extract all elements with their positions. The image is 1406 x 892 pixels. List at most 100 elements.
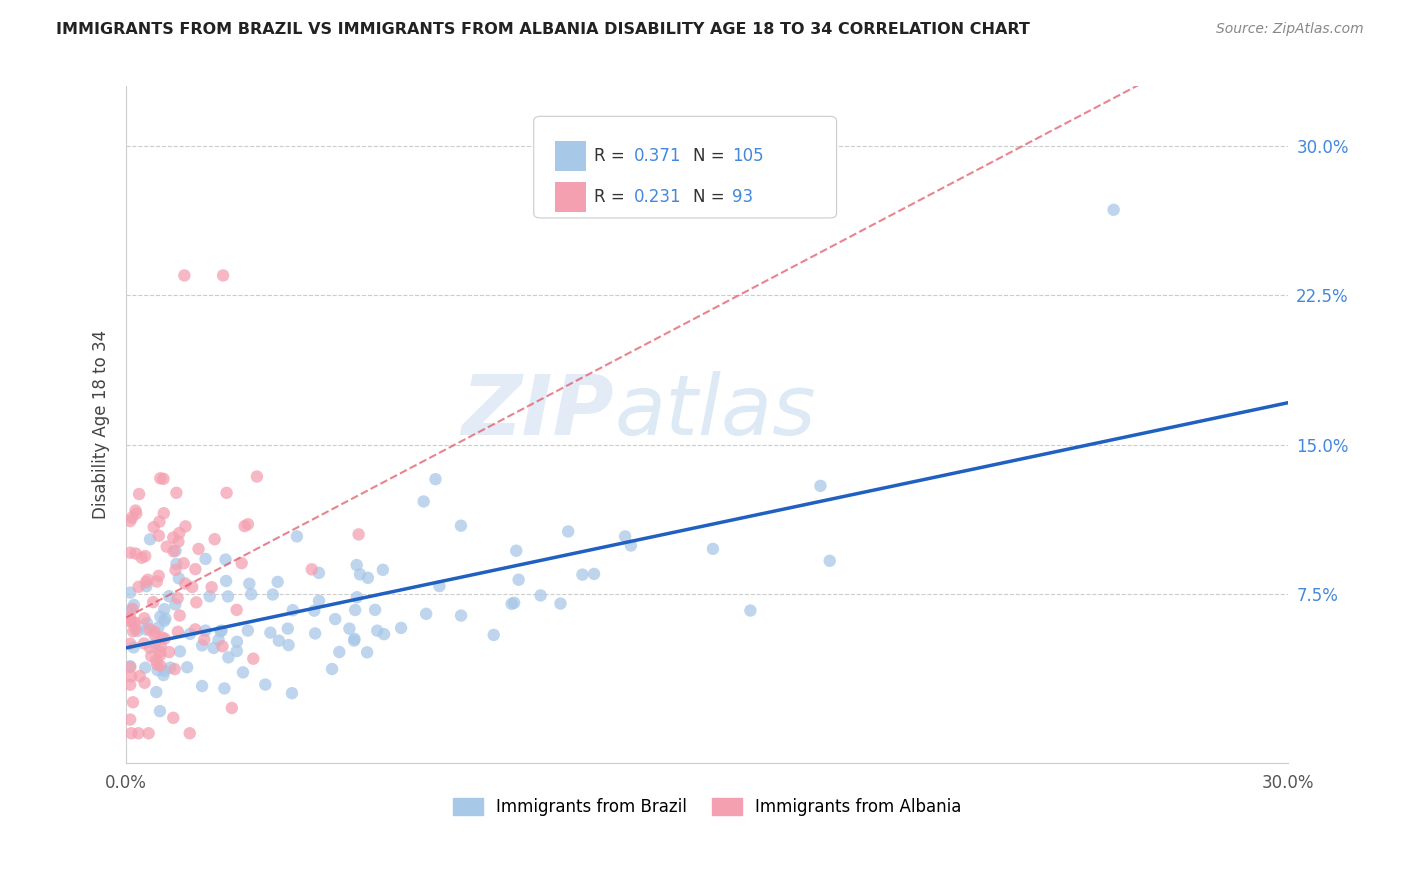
Point xyxy=(165,543,187,558)
Point xyxy=(135,623,157,637)
Point xyxy=(301,562,323,576)
Point xyxy=(139,533,162,547)
Point xyxy=(173,268,195,283)
Point xyxy=(122,598,145,612)
Point xyxy=(450,608,472,623)
Point xyxy=(139,640,162,655)
Point xyxy=(508,573,530,587)
Point xyxy=(198,589,221,603)
Text: N =: N = xyxy=(693,188,730,206)
Point xyxy=(702,541,724,556)
Point xyxy=(120,660,142,674)
Point xyxy=(503,596,526,610)
Point xyxy=(120,678,142,692)
Point xyxy=(187,541,209,556)
Point xyxy=(142,595,165,609)
Y-axis label: Disability Age 18 to 34: Disability Age 18 to 34 xyxy=(93,330,110,519)
Point xyxy=(155,611,177,625)
Point xyxy=(176,660,198,674)
Point xyxy=(121,510,143,524)
Point xyxy=(323,612,346,626)
Point xyxy=(120,669,142,683)
Point xyxy=(120,726,142,740)
Point xyxy=(120,659,142,673)
Point xyxy=(156,540,179,554)
Point xyxy=(179,726,201,740)
Text: R =: R = xyxy=(595,188,630,206)
Point xyxy=(174,519,197,533)
Point xyxy=(285,529,308,543)
Text: 93: 93 xyxy=(733,188,754,206)
Point xyxy=(505,543,527,558)
Point xyxy=(138,726,160,740)
Point xyxy=(138,622,160,636)
Point xyxy=(262,588,284,602)
Point xyxy=(277,638,299,652)
Point xyxy=(740,603,762,617)
Point xyxy=(153,602,176,616)
Point xyxy=(179,627,201,641)
Point xyxy=(148,529,170,543)
Point xyxy=(169,608,191,623)
Point xyxy=(134,675,156,690)
Point xyxy=(120,546,142,560)
Point xyxy=(242,651,264,665)
Point xyxy=(149,471,172,485)
Point xyxy=(141,649,163,664)
Point xyxy=(169,526,191,541)
Point xyxy=(153,614,176,628)
Point xyxy=(184,623,207,637)
Point xyxy=(214,552,236,566)
Point xyxy=(346,591,368,605)
Point xyxy=(425,472,447,486)
Point xyxy=(146,663,169,677)
Point xyxy=(120,614,142,628)
Point xyxy=(236,624,259,638)
Point xyxy=(225,603,247,617)
Point xyxy=(308,566,330,580)
Point xyxy=(149,704,172,718)
Point xyxy=(153,664,176,678)
Point xyxy=(818,554,841,568)
Point xyxy=(146,574,169,589)
Point xyxy=(373,627,395,641)
Point xyxy=(347,527,370,541)
Point xyxy=(186,595,208,609)
Point xyxy=(281,686,304,700)
Point xyxy=(184,562,207,576)
Point xyxy=(167,624,190,639)
Point xyxy=(149,609,172,624)
Point xyxy=(132,636,155,650)
Point xyxy=(246,469,269,483)
Point xyxy=(162,531,184,545)
Point xyxy=(149,648,172,662)
Point xyxy=(226,634,249,648)
Point xyxy=(217,650,239,665)
Point xyxy=(412,494,434,508)
Point xyxy=(143,627,166,641)
Point xyxy=(136,616,159,631)
Point xyxy=(149,640,172,654)
Point xyxy=(152,506,174,520)
Point xyxy=(165,598,187,612)
Point xyxy=(571,567,593,582)
Point xyxy=(304,604,326,618)
Point xyxy=(201,580,224,594)
Point xyxy=(266,574,288,589)
Point xyxy=(557,524,579,539)
Point xyxy=(344,603,367,617)
Point xyxy=(339,622,361,636)
Point xyxy=(215,574,238,588)
Point xyxy=(157,589,180,603)
Point xyxy=(583,566,606,581)
Point xyxy=(143,624,166,639)
Point xyxy=(122,695,145,709)
Point xyxy=(120,637,142,651)
Point xyxy=(225,644,247,658)
Point xyxy=(150,631,173,645)
Point xyxy=(357,571,380,585)
Point xyxy=(135,575,157,590)
Point xyxy=(142,520,165,534)
Point xyxy=(193,632,215,647)
Point xyxy=(191,679,214,693)
